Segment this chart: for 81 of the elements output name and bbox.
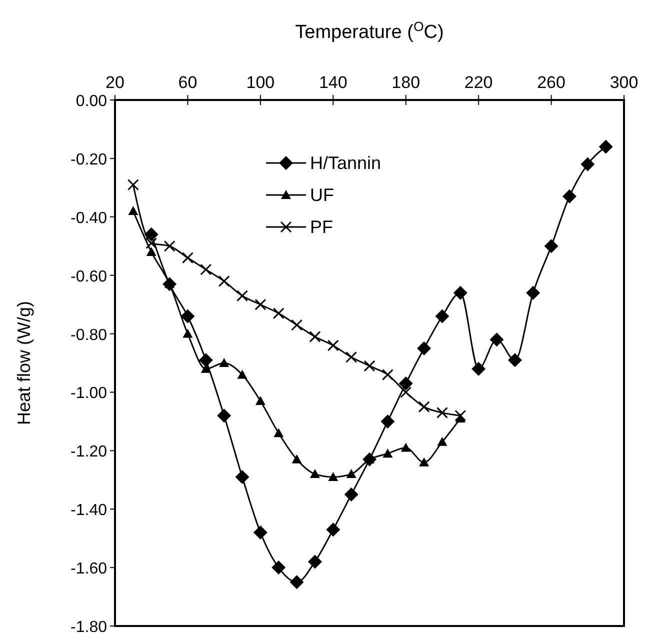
point [435, 309, 450, 324]
point [346, 469, 356, 478]
point [417, 341, 432, 356]
point [308, 554, 322, 569]
point [598, 140, 613, 154]
point [200, 264, 212, 276]
point [436, 406, 448, 418]
point [218, 275, 230, 287]
x-tick-label: 140 [318, 73, 348, 92]
y-tick-label: -0.40 [70, 210, 108, 227]
point [290, 575, 304, 590]
point [346, 351, 358, 363]
point [128, 206, 138, 216]
point [253, 525, 268, 540]
y-tick-label: 0.00 [76, 93, 108, 110]
point [144, 227, 158, 242]
y-tick-label: -1.80 [70, 619, 108, 636]
point [291, 319, 303, 331]
point [180, 309, 195, 324]
point [146, 246, 156, 256]
point [490, 332, 504, 347]
y-tick-label: -1.20 [70, 444, 108, 461]
y-tick-label: -0.80 [70, 326, 108, 344]
point [544, 239, 558, 254]
point [327, 340, 339, 352]
point [562, 189, 576, 204]
x-tick-label: 300 [610, 73, 638, 92]
y-axis-title: Heat flow (W/g) [14, 300, 34, 426]
point [364, 360, 376, 372]
x-tick-label: 260 [537, 73, 566, 92]
point [453, 286, 468, 300]
y-tick-label: -1.60 [70, 560, 108, 578]
point [309, 330, 321, 342]
point [398, 376, 413, 390]
point [382, 368, 394, 380]
point [254, 298, 266, 310]
legend-label: PF [310, 217, 334, 237]
point [526, 286, 540, 300]
point [310, 469, 320, 478]
point [235, 470, 250, 484]
point [400, 386, 412, 398]
y-tick-label: -1.00 [70, 385, 108, 402]
point [344, 488, 358, 502]
point [380, 414, 395, 428]
point [127, 178, 139, 190]
point [454, 410, 466, 422]
point [292, 454, 302, 464]
point [419, 457, 430, 466]
point [326, 522, 340, 537]
y-tick-label: -0.20 [70, 151, 108, 168]
x-tick-label: 20 [106, 73, 124, 92]
point [236, 290, 248, 302]
point [328, 472, 338, 481]
point [472, 362, 486, 376]
point [418, 401, 430, 413]
point [237, 370, 248, 379]
y-tick-label: -0.60 [70, 268, 108, 286]
legend-label: H/Tannin [310, 153, 382, 173]
point [580, 157, 595, 172]
point [198, 353, 213, 368]
x-axis-title: Temperature ($^{O}$C) [295, 18, 444, 43]
point [182, 328, 193, 338]
point [274, 428, 284, 438]
x-tick-label: 180 [392, 73, 420, 92]
point [146, 237, 158, 249]
x-tick-label: 60 [178, 73, 198, 92]
point [272, 560, 286, 575]
point [382, 448, 393, 458]
point [437, 436, 448, 446]
point [255, 396, 266, 405]
point [219, 358, 230, 367]
point [164, 240, 176, 252]
legend-label: UF [310, 185, 334, 205]
point [272, 308, 284, 320]
x-tick-label: 220 [464, 73, 493, 92]
point [508, 353, 522, 368]
point [182, 252, 194, 264]
y-tick-label: -1.40 [70, 502, 108, 520]
point [400, 442, 411, 452]
point [217, 408, 232, 423]
x-tick-label: 100 [246, 73, 275, 92]
